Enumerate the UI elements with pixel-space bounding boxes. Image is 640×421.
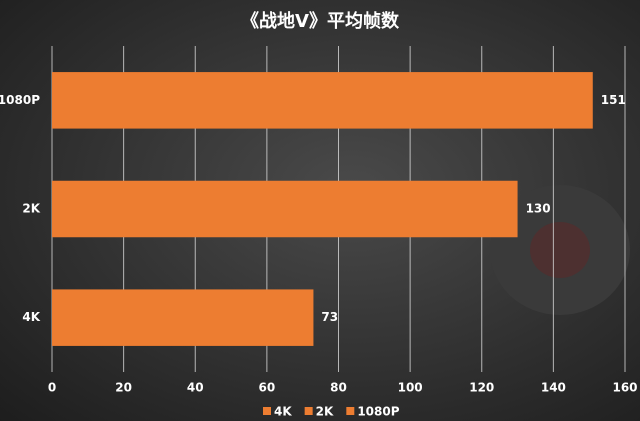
legend-swatch [346,407,355,415]
legend-label: 1080P [357,405,399,419]
x-tick-label: 120 [469,381,494,395]
y-tick-label: 4K [22,310,40,324]
bar [52,289,314,346]
legend-label: 2K [316,405,334,419]
x-tick-label: 0 [48,381,56,395]
bg-shape [530,222,590,278]
legend-swatch [263,407,271,415]
legend-label: 4K [274,405,292,419]
x-tick-label: 160 [612,381,637,395]
x-tick-label: 20 [115,381,132,395]
x-tick-label: 100 [398,381,423,395]
bar [52,180,518,238]
x-tick-label: 60 [259,381,276,395]
bar [52,72,593,129]
x-tick-label: 40 [187,381,204,395]
x-tick-label: 80 [330,381,347,395]
y-tick-label: 1080P [0,93,40,107]
chart-title: 《战地V》平均帧数 [241,10,400,32]
legend-swatch [304,407,313,415]
value-label: 130 [526,202,551,216]
y-tick-label: 2K [22,202,40,216]
value-label: 151 [601,93,626,107]
x-tick-label: 140 [541,381,566,395]
value-label: 73 [321,310,338,324]
legend: 4K 2K 1080P [263,405,400,419]
